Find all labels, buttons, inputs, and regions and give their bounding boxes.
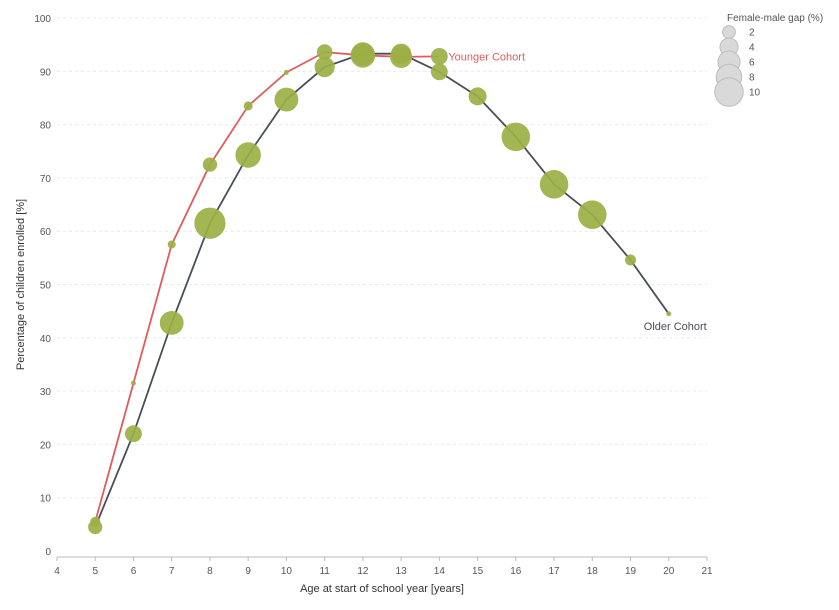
series-labels: Younger Cohort Older Cohort bbox=[448, 51, 706, 332]
series-lines bbox=[94, 51, 670, 528]
legend-size-marker bbox=[714, 77, 744, 107]
x-tick-label: 8 bbox=[207, 566, 213, 577]
x-tick-label: 17 bbox=[548, 566, 560, 577]
x-axis-title: Age at start of school year [years] bbox=[300, 583, 464, 595]
data-point bbox=[430, 47, 448, 65]
legend-size-label: 8 bbox=[749, 73, 755, 84]
series-label-older: Older Cohort bbox=[644, 321, 707, 333]
legend-size-label: 2 bbox=[749, 28, 755, 39]
data-point bbox=[501, 122, 531, 152]
data-point bbox=[202, 157, 218, 172]
x-tick-label: 4 bbox=[54, 566, 60, 577]
data-point bbox=[666, 311, 672, 317]
x-tick-label: 19 bbox=[625, 566, 637, 577]
x-tick-label: 15 bbox=[472, 566, 484, 577]
y-tick-label: 90 bbox=[40, 67, 52, 78]
gridlines bbox=[57, 17, 707, 499]
data-point bbox=[314, 56, 335, 78]
legend-size-label: 6 bbox=[749, 58, 755, 69]
legend-size-label: 4 bbox=[749, 43, 755, 54]
data-point bbox=[131, 380, 136, 386]
data-point bbox=[351, 42, 375, 66]
data-point bbox=[468, 87, 487, 106]
data-point bbox=[125, 425, 142, 443]
x-tick-label: 6 bbox=[131, 566, 137, 577]
legend-title: Female-male gap (%) bbox=[727, 13, 823, 24]
data-point bbox=[235, 142, 261, 168]
y-tick-label: 70 bbox=[40, 174, 52, 185]
data-point bbox=[578, 200, 607, 229]
x-tick-label: 14 bbox=[434, 566, 446, 577]
x-tick-label: 11 bbox=[319, 566, 330, 577]
data-point bbox=[159, 310, 184, 335]
y-tick-label: 40 bbox=[40, 334, 52, 345]
data-point bbox=[194, 207, 226, 239]
series-label-younger: Younger Cohort bbox=[448, 51, 525, 63]
data-point bbox=[243, 101, 253, 111]
data-point bbox=[274, 87, 299, 112]
data-point bbox=[430, 63, 448, 81]
x-tick-label: 16 bbox=[510, 566, 522, 577]
data-point bbox=[625, 254, 637, 266]
x-tick-label: 9 bbox=[245, 566, 251, 577]
series-line-younger bbox=[94, 51, 440, 522]
x-tick-label: 10 bbox=[281, 566, 293, 577]
y-tick-label: 20 bbox=[40, 440, 52, 451]
x-tick-label: 20 bbox=[663, 566, 675, 577]
y-tick-label: 0 bbox=[45, 547, 51, 558]
x-tick-label: 12 bbox=[357, 566, 369, 577]
bubble-markers bbox=[88, 42, 672, 535]
y-tick-label: 50 bbox=[40, 281, 52, 292]
x-tick-label: 21 bbox=[701, 566, 713, 577]
legend-size-marker bbox=[722, 25, 736, 39]
x-tick-label: 7 bbox=[169, 566, 175, 577]
legend: Female-male gap (%) 2 4 6 8 10 bbox=[714, 13, 823, 107]
y-axis-title: Percentage of children enrolled [%] bbox=[15, 199, 27, 370]
data-point bbox=[391, 43, 412, 64]
y-tick-label: 10 bbox=[40, 494, 52, 505]
y-tick-label: 60 bbox=[40, 227, 52, 238]
y-tick-label: 80 bbox=[40, 121, 52, 132]
data-point bbox=[316, 44, 333, 60]
legend-size-label: 10 bbox=[749, 88, 761, 99]
x-tick-label: 13 bbox=[396, 566, 408, 577]
x-tick-label: 18 bbox=[587, 566, 599, 577]
y-tick-label: 100 bbox=[34, 14, 51, 25]
data-point bbox=[539, 170, 569, 199]
data-point bbox=[283, 69, 289, 75]
data-point bbox=[88, 519, 103, 535]
axes: 0 10 20 30 40 50 60 70 80 90 100 4 5 6 7 8 9 10 11 12 13 14 15… bbox=[34, 14, 713, 577]
x-tick-label: 5 bbox=[92, 566, 98, 577]
y-tick-label: 30 bbox=[40, 387, 52, 398]
data-point bbox=[167, 240, 176, 249]
series-line-older bbox=[94, 52, 670, 528]
